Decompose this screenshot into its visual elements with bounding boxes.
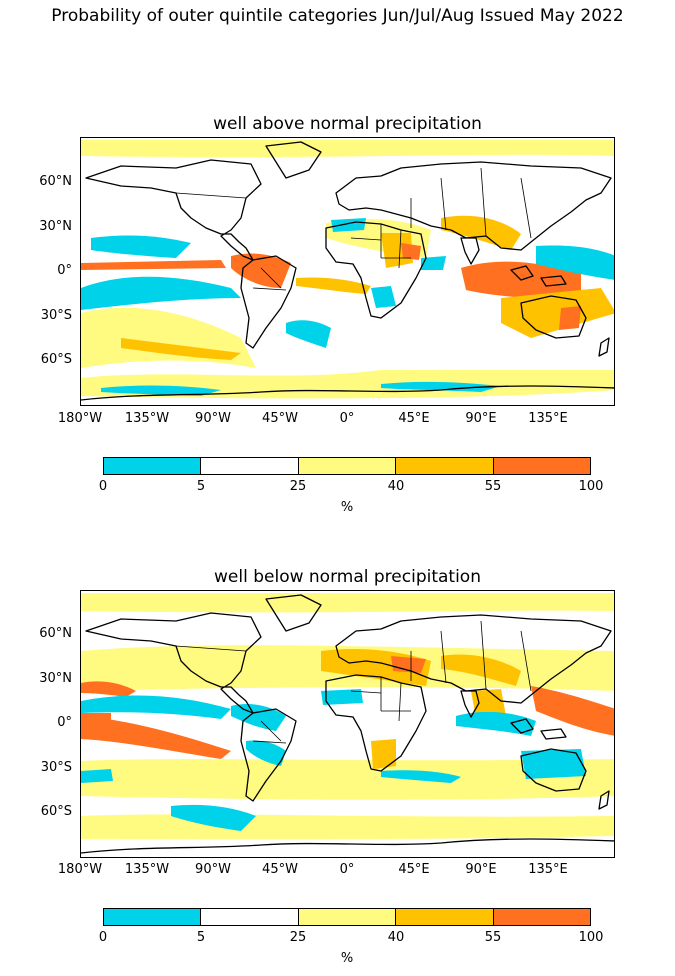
colorbar-segment: [200, 458, 298, 474]
lon-tick: 180°W: [57, 411, 103, 426]
lon-tick: 135°W: [124, 862, 170, 877]
lat-tick: 30°N: [39, 671, 72, 686]
lon-tick: 45°E: [398, 411, 430, 426]
colorbar-tick: 0: [98, 930, 108, 945]
colorbar-segment: [395, 458, 493, 474]
lat-tick: 60°S: [40, 352, 72, 367]
colorbar-unit: %: [340, 951, 354, 966]
lon-tick: 45°W: [262, 411, 298, 426]
colorbar-tick: 0: [98, 479, 108, 494]
colorbar-above: [103, 457, 591, 475]
map-below-normal: [80, 590, 615, 858]
colorbar-tick: 100: [578, 479, 604, 494]
lat-tick: 60°N: [39, 626, 72, 641]
lat-tick: 30°N: [39, 219, 72, 234]
colorbar-segment: [297, 909, 396, 925]
lon-tick: 90°E: [465, 411, 497, 426]
lat-tick: 30°S: [40, 308, 72, 323]
lon-tick: 45°E: [398, 862, 430, 877]
coastlines-below: [81, 594, 614, 854]
colorbar-tick: 25: [289, 930, 307, 945]
colorbar-unit: %: [340, 500, 354, 515]
colorbar-below: [103, 908, 591, 926]
colorbar-tick: 100: [578, 930, 604, 945]
lat-tick: 60°N: [39, 174, 72, 189]
colorbar-tick: 40: [387, 479, 405, 494]
lat-tick: 30°S: [40, 760, 72, 775]
colorbar-segment: [492, 909, 591, 925]
lat-tick: 0°: [57, 263, 72, 278]
colorbar-tick: 5: [196, 479, 206, 494]
figure-title: Probability of outer quintile categories…: [51, 6, 624, 26]
probability-field-above: [81, 140, 614, 399]
lon-tick: 90°W: [195, 411, 231, 426]
lon-tick: 90°E: [465, 862, 497, 877]
colorbar-segment: [492, 458, 591, 474]
lon-tick: 135°E: [528, 862, 568, 877]
colorbar-tick: 5: [196, 930, 206, 945]
lat-tick: 0°: [57, 715, 72, 730]
colorbar-tick: 55: [484, 479, 502, 494]
colorbar-segment: [297, 458, 396, 474]
colorbar-tick: 40: [387, 930, 405, 945]
map-above-normal: [80, 137, 615, 406]
colorbar-segment: [395, 909, 493, 925]
lon-tick: 135°W: [124, 411, 170, 426]
lat-tick: 60°S: [40, 804, 72, 819]
colorbar-tick: 55: [484, 930, 502, 945]
colorbar-segment: [104, 909, 201, 925]
lon-tick: 135°E: [528, 411, 568, 426]
panel-title-below: well below normal precipitation: [214, 567, 481, 587]
lon-tick: 45°W: [262, 862, 298, 877]
lon-tick: 90°W: [195, 862, 231, 877]
lon-tick: 180°W: [57, 862, 103, 877]
map-above-svg: [81, 140, 614, 401]
lon-tick: 0°: [339, 411, 355, 426]
panel-title-above: well above normal precipitation: [213, 114, 482, 134]
colorbar-segment: [104, 458, 201, 474]
coastlines-above: [81, 141, 614, 401]
colorbar-tick: 25: [289, 479, 307, 494]
map-below-svg: [81, 593, 614, 854]
lon-tick: 0°: [339, 862, 355, 877]
probability-field-below: [81, 593, 614, 840]
colorbar-segment: [200, 909, 298, 925]
